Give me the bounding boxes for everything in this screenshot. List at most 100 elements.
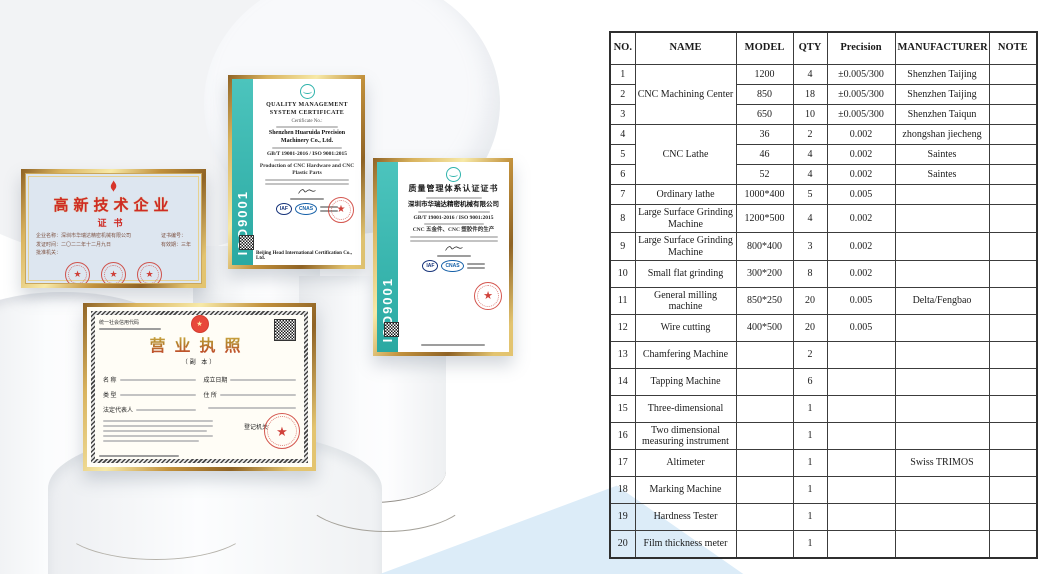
cell-no: 7 (609, 184, 636, 205)
table-row: 5 46 4 0.002 Saintes (609, 144, 1038, 165)
cell-model (735, 476, 794, 504)
cell-note (988, 449, 1038, 477)
iaf-logo: IAF (275, 203, 292, 216)
cell-manufacturer: Swiss TRIMOS (894, 449, 990, 477)
cell-precision: 0.005 (826, 314, 896, 342)
cell-precision: 0.005 (826, 287, 896, 315)
cert-title: QUALITY MANAGEMENT SYSTEM CERTIFICATE (266, 102, 348, 117)
table-header: NO. NAME MODEL QTY Precision MANUFACTURER NOTE (609, 31, 1038, 65)
column-header: NAME (634, 31, 737, 65)
cell-note (988, 204, 1038, 233)
cell-precision (826, 368, 896, 396)
national-emblem-icon: ★ (190, 315, 209, 333)
authority-label: 登记机关 (243, 425, 268, 431)
certifier-name (401, 342, 505, 348)
cert-subtitle: 证书 (97, 218, 130, 228)
table-row: 18 Marking Machine 1 (609, 476, 1038, 504)
cell-precision (826, 395, 896, 423)
cell-no: 17 (609, 449, 636, 477)
cell-qty: 1 (792, 449, 828, 477)
cell-no: 20 (609, 530, 636, 559)
cell-manufacturer (894, 395, 990, 423)
cell-precision (826, 449, 896, 477)
scope-line: Production of CNC Hardware and CNC Plast… (259, 163, 355, 177)
credit-code: 统一社会信用代码 (99, 319, 169, 332)
business-license: 统一社会信用代码 ★ 营业执照 （副 本） 名 称 类 型 法定代表人 (83, 303, 316, 471)
cell-no: 3 (609, 104, 636, 125)
cell-name: Large Surface Grinding Machine (634, 232, 737, 261)
table-row: 6 52 4 0.002 Saintes (609, 164, 1038, 185)
red-seal-icon: ★ (328, 197, 354, 223)
standard-line: GB/T 19001-2016 / ISO 9001:2015 (413, 214, 494, 221)
cell-model: 36 (735, 124, 794, 145)
iaf-logo: IAF (422, 260, 439, 273)
cell-qty: 5 (792, 184, 828, 205)
equipment-table: NO. NAME MODEL QTY Precision MANUFACTURER NOTE… (609, 31, 1038, 559)
cell-precision: ±0.005/300 (826, 64, 896, 85)
column-header: Precision (826, 31, 896, 65)
cell-model: 1000*400 (735, 184, 794, 205)
cell-manufacturer (894, 476, 990, 504)
cell-precision (826, 341, 896, 369)
certifier-logo-icon (446, 167, 461, 182)
cell-qty: 1 (792, 395, 828, 423)
cell-qty: 4 (792, 164, 828, 185)
table-row: 20 Film thickness meter 1 (609, 530, 1038, 559)
signature (444, 246, 463, 251)
cell-model (735, 368, 794, 396)
cell-name: Two dimensional measuring instrument (634, 422, 737, 450)
cell-model: 46 (735, 144, 794, 165)
cell-manufacturer: Delta/Fengbao (894, 287, 990, 315)
iso-band-label: ISO9001 (380, 276, 395, 342)
cell-model: 1200*500 (735, 204, 794, 233)
cell-no: 13 (609, 341, 636, 369)
iso-band: ISO9001 (377, 162, 398, 352)
cell-no: 2 (609, 84, 636, 105)
column-header: NO. (609, 31, 636, 65)
company-name: 深圳市华瑞达精密机械有限公司 (408, 200, 499, 208)
cell-qty: 1 (792, 530, 828, 559)
cell-name: CNC Lathe (634, 124, 737, 185)
table-row: 10 Small flat grinding 300*200 8 0.002 (609, 260, 1038, 288)
cell-note (988, 314, 1038, 342)
table-row: 8 Large Surface Grinding Machine 1200*500 4… (609, 204, 1038, 233)
cert-fields-left: 企业名称：深圳市华瑞达精密机械有限公司 发证时间：二〇二二年十二月九日 批准机关… (36, 234, 132, 256)
iso-band: ISO9001 (232, 79, 253, 265)
pedestal-edge-line (60, 488, 252, 560)
license-subtitle: （副 本） (181, 360, 218, 366)
cell-name: Chamfering Machine (634, 341, 737, 369)
cell-manufacturer (894, 260, 990, 288)
cell-qty: 20 (792, 287, 828, 315)
cell-note (988, 395, 1038, 423)
cell-note (988, 341, 1038, 369)
cnas-logo: CNAS (294, 203, 318, 216)
cell-name: General milling machine (634, 287, 737, 315)
cert-title: 质量管理体系认证证书 (408, 184, 499, 193)
table-row: 12 Wire cutting 400*500 20 0.005 (609, 314, 1038, 342)
cell-qty: 1 (792, 422, 828, 450)
cell-manufacturer (894, 341, 990, 369)
cell-precision: 0.002 (826, 144, 896, 165)
cell-name: Hardness Tester (634, 503, 737, 531)
table-row: 7 Ordinary lathe 1000*400 5 0.005 (609, 184, 1038, 205)
red-seal-icon: ★ (101, 261, 126, 283)
red-seal-icon: ★ (474, 282, 502, 310)
cell-model (735, 503, 794, 531)
red-seal-icon: ★ (137, 261, 162, 283)
qr-code (239, 235, 254, 250)
cell-precision (826, 530, 896, 559)
license-fields-right: 成立日期 住 所 · (203, 375, 296, 420)
cell-precision: 0.005 (826, 184, 896, 205)
scope-line: CNC 五金件、CNC 塑胶件的生产 (412, 226, 495, 233)
table-row: 11 General milling machine 850*250 20 0.005 D… (609, 287, 1038, 315)
license-title: 营业执照 (97, 332, 302, 356)
cell-note (988, 232, 1038, 261)
cert-fields-right: 证书编号： 有效期：三年 (160, 234, 191, 248)
cell-model: 52 (735, 164, 794, 185)
iso-band-label: ISO9001 (235, 189, 250, 255)
cell-no: 11 (609, 287, 636, 315)
company-name: Shenzhen Huaruida Precision Machinery Co… (268, 130, 346, 144)
cell-precision: 0.002 (826, 124, 896, 145)
cert-no-label: Certificate No.: (291, 119, 323, 125)
